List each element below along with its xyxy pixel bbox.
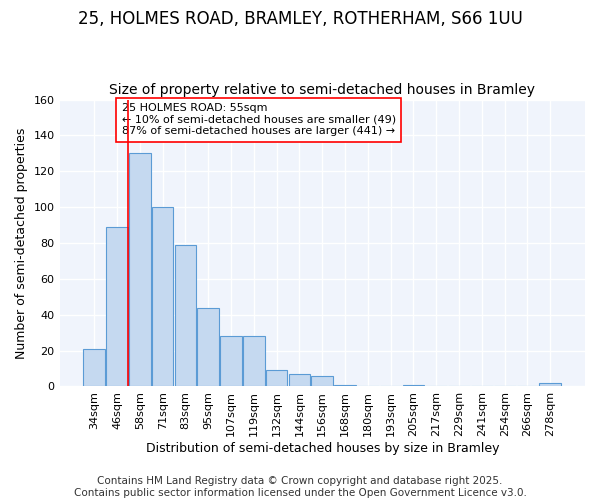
Y-axis label: Number of semi-detached properties: Number of semi-detached properties: [15, 128, 28, 358]
Bar: [266, 370, 287, 386]
Bar: [403, 384, 424, 386]
Bar: [539, 383, 561, 386]
Bar: [289, 374, 310, 386]
Bar: [311, 376, 333, 386]
Text: Contains HM Land Registry data © Crown copyright and database right 2025.
Contai: Contains HM Land Registry data © Crown c…: [74, 476, 526, 498]
Bar: [197, 308, 219, 386]
Bar: [152, 207, 173, 386]
Bar: [129, 154, 151, 386]
Bar: [243, 336, 265, 386]
Bar: [175, 245, 196, 386]
Bar: [334, 384, 356, 386]
Bar: [106, 227, 128, 386]
Text: 25, HOLMES ROAD, BRAMLEY, ROTHERHAM, S66 1UU: 25, HOLMES ROAD, BRAMLEY, ROTHERHAM, S66…: [77, 10, 523, 28]
Text: 25 HOLMES ROAD: 55sqm
← 10% of semi-detached houses are smaller (49)
87% of semi: 25 HOLMES ROAD: 55sqm ← 10% of semi-deta…: [122, 103, 396, 136]
Title: Size of property relative to semi-detached houses in Bramley: Size of property relative to semi-detach…: [109, 83, 535, 97]
Bar: [83, 349, 105, 387]
Bar: [220, 336, 242, 386]
X-axis label: Distribution of semi-detached houses by size in Bramley: Distribution of semi-detached houses by …: [146, 442, 499, 455]
